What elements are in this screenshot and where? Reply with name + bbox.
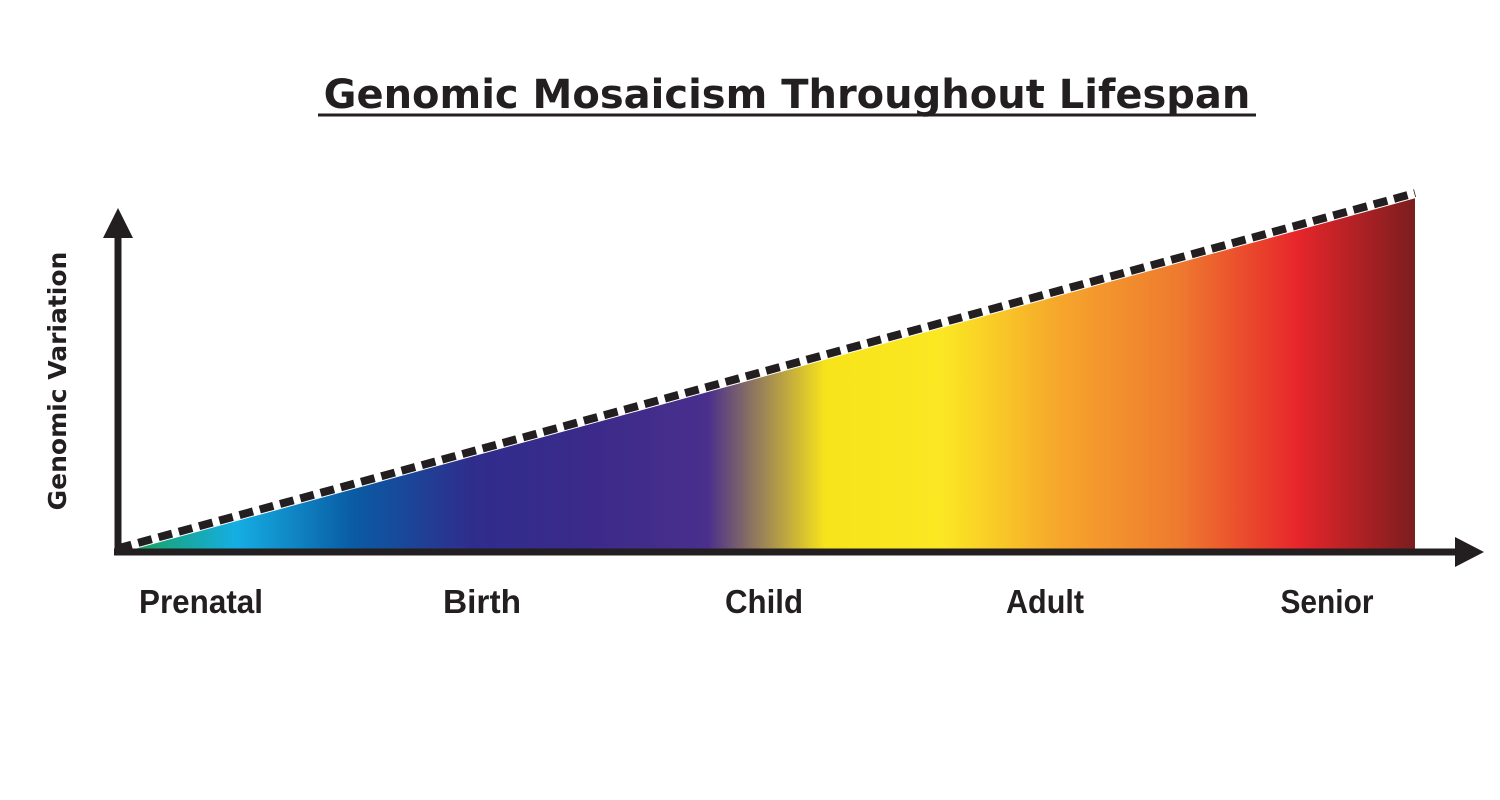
x-tick-label-prenatal: Prenatal [139,583,263,620]
x-axis-arrowhead [1455,537,1484,567]
x-tick-label-child: Child [725,583,803,620]
line-layer [116,188,1417,554]
x-tick-label-senior: Senior [1281,583,1374,620]
x-tick-labels: Prenatal Birth Child Adult Senior [139,583,1374,620]
x-tick-label-birth: Birth [443,583,521,620]
y-axis-arrowhead [103,208,133,238]
series-line [116,189,1417,553]
chart-title: Genomic Mosaicism Throughout Lifespan [324,72,1251,118]
y-axis-label: Genomic Variation [43,252,72,511]
x-tick-label-adult: Adult [1006,583,1084,620]
